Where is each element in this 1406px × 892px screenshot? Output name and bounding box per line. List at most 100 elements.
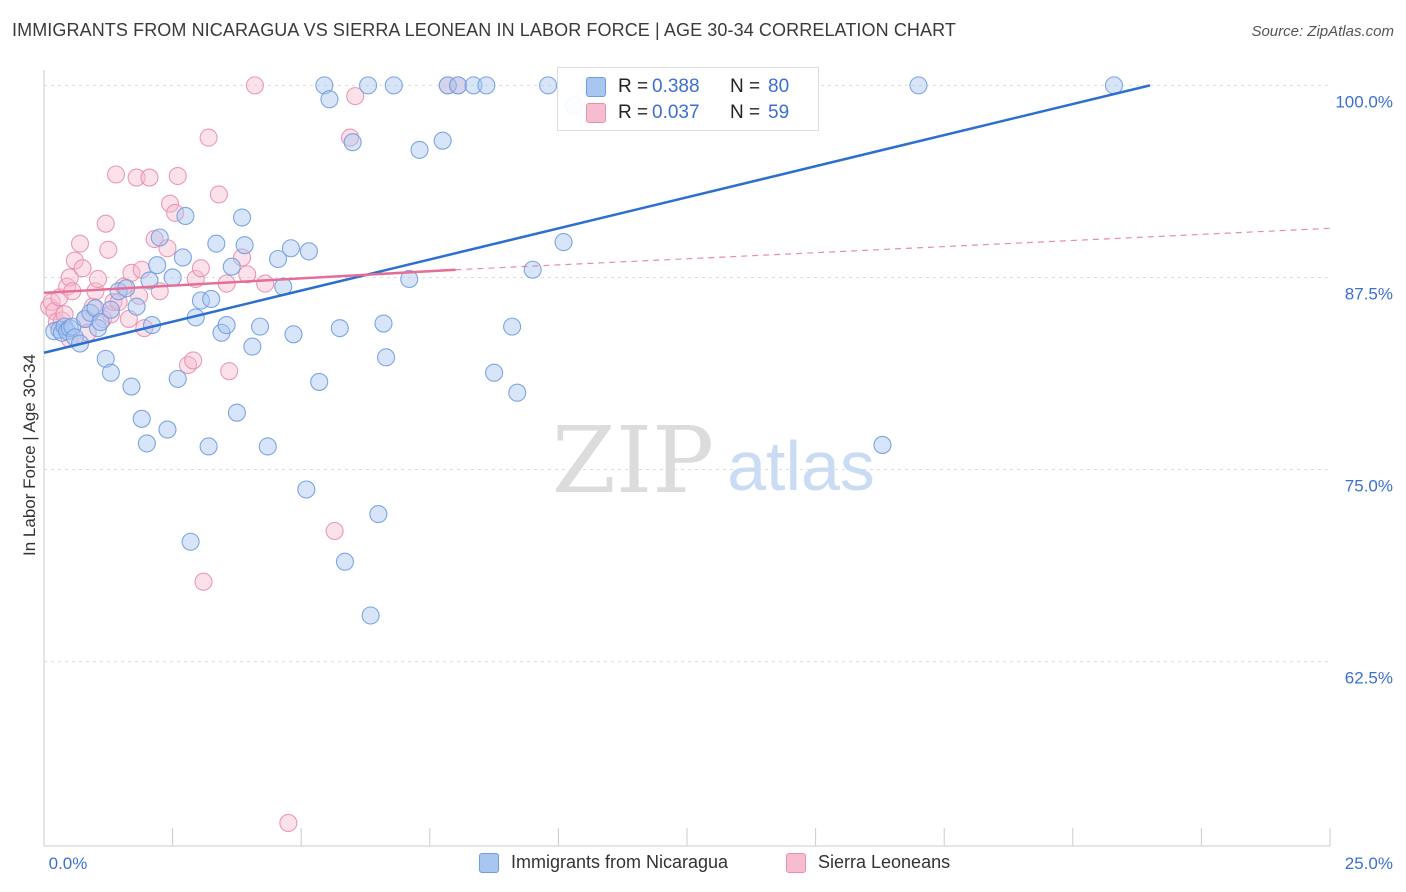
axes-layer — [43, 70, 1331, 847]
nicaragua-point — [299, 242, 318, 261]
legend-item-sierra-leonean[interactable]: Sierra Leoneans — [786, 852, 950, 873]
sierra-leonean-point — [99, 240, 118, 259]
nicaragua-point — [449, 76, 468, 95]
nicaragua-point — [909, 76, 928, 95]
nicaragua-point — [281, 239, 300, 258]
nicaragua-point — [384, 76, 403, 95]
nicaragua-point — [91, 312, 110, 332]
y-tick-label: 75.0% — [1345, 477, 1393, 496]
sierra-leonean-point — [238, 265, 257, 284]
sierra-leonean-trend-extension — [455, 227, 1331, 271]
sierra-leonean-point — [325, 521, 344, 541]
source-label: Source: ZipAtlas.com — [1251, 23, 1394, 40]
sierra-leonean-point — [184, 351, 203, 370]
y-tick-label: 87.5% — [1345, 284, 1393, 303]
nicaragua-point — [539, 76, 558, 95]
legend-swatch-nicaragua — [479, 852, 499, 873]
nicaragua-point — [297, 480, 316, 499]
nicaragua-point — [258, 437, 277, 456]
nicaragua-point — [227, 403, 246, 422]
nicaragua-point — [148, 256, 167, 275]
stats-r-label: R = — [618, 102, 649, 123]
chart-title: IMMIGRANTS FROM NICARAGUA VS SIERRA LEON… — [12, 20, 956, 40]
sierra-leonean-point — [160, 194, 180, 213]
nicaragua-point — [330, 319, 349, 338]
y-tick-label: 100.0% — [1335, 92, 1393, 111]
legend-label-sierra-leonean: Sierra Leoneans — [818, 852, 951, 872]
stats-row-sierra-leonean: R = 0.037 N = 59 — [558, 100, 818, 126]
nicaragua-point — [320, 90, 339, 109]
y-tick-labels: 62.5% 75.0% 87.5% 100.0% — [1335, 92, 1393, 687]
trend-layer — [43, 84, 1331, 354]
nicaragua-point — [86, 299, 105, 318]
stats-r-value-nicaragua: 0.388 — [652, 76, 700, 97]
nicaragua-point — [374, 314, 393, 333]
watermark: ZIP atlas — [552, 407, 875, 514]
nicaragua-point — [410, 140, 429, 159]
watermark-zip: ZIP — [552, 407, 714, 514]
nicaragua-point — [503, 317, 522, 336]
nicaragua-point — [173, 248, 192, 267]
nicaragua-point — [250, 317, 270, 336]
sierra-leonean-point — [140, 168, 159, 187]
sierra-leonean-point — [168, 166, 187, 186]
nicaragua-point — [269, 249, 288, 269]
nicaragua-point — [477, 76, 496, 95]
watermark-atlas: atlas — [727, 427, 875, 505]
nicaragua-point — [438, 76, 457, 95]
sierra-leonean-point — [166, 203, 185, 222]
nicaragua-point — [202, 289, 221, 309]
nicaragua-point — [433, 131, 452, 150]
nicaragua-point — [508, 383, 527, 402]
nicaragua-point — [101, 363, 120, 382]
nicaragua-point — [181, 532, 200, 551]
sierra-leonean-trend-line — [43, 268, 456, 295]
sierra-leonean-point — [256, 274, 275, 293]
x-tick-label: 25.0% — [1345, 854, 1393, 873]
nicaragua-point — [523, 260, 542, 279]
nicaragua-point — [137, 434, 156, 453]
sierra-leonean-point — [279, 813, 298, 833]
nicaragua-point — [873, 435, 892, 454]
nicaragua-point — [1104, 76, 1124, 95]
nicaragua-point — [464, 76, 483, 95]
nicaragua-point — [150, 228, 169, 247]
nicaragua-point — [122, 377, 141, 396]
nicaragua-point — [101, 300, 120, 319]
sierra-leonean-point — [194, 572, 213, 591]
nicaragua-point — [369, 505, 388, 524]
nicaragua-point — [377, 348, 396, 367]
stats-swatch-nicaragua — [586, 77, 606, 97]
legend-item-nicaragua[interactable]: Immigrants from Nicaragua — [479, 852, 728, 873]
sierra-leonean-point — [346, 87, 365, 106]
nicaragua-points — [45, 76, 1124, 625]
sierra-leonean-point — [60, 268, 79, 287]
stats-swatch-sierra-leonean — [586, 103, 606, 123]
stats-row-nicaragua: R = 0.388 N = 80 — [558, 74, 818, 100]
stats-n-value-nicaragua: 80 — [768, 76, 790, 97]
nicaragua-point — [554, 233, 573, 252]
sierra-leonean-point — [106, 165, 126, 184]
nicaragua-point — [485, 363, 504, 382]
nicaragua-point — [400, 269, 419, 289]
sierra-leonean-point — [73, 259, 92, 278]
nicaragua-point — [207, 234, 226, 253]
legend: Immigrants from Nicaragua Sierra Leonean… — [0, 852, 1406, 880]
stats-n-label: N = — [730, 76, 761, 97]
nicaragua-point — [222, 257, 241, 276]
nicaragua-point — [361, 606, 380, 625]
sierra-leonean-point — [96, 214, 115, 233]
stats-r-label: R = — [618, 76, 649, 97]
nicaragua-point — [168, 369, 187, 388]
nicaragua-point — [127, 297, 146, 316]
nicaragua-point — [243, 337, 262, 356]
sierra-leonean-point — [199, 128, 218, 147]
stats-r-value-sierra-leonean: 0.037 — [652, 102, 700, 123]
nicaragua-trend-line — [43, 84, 1151, 354]
sierra-leonean-point — [191, 259, 210, 278]
nicaragua-point — [359, 76, 378, 95]
sierra-leonean-point — [209, 185, 228, 204]
nicaragua-point — [163, 268, 182, 287]
sierra-leonean-point — [88, 269, 108, 289]
nicaragua-point — [232, 208, 252, 227]
